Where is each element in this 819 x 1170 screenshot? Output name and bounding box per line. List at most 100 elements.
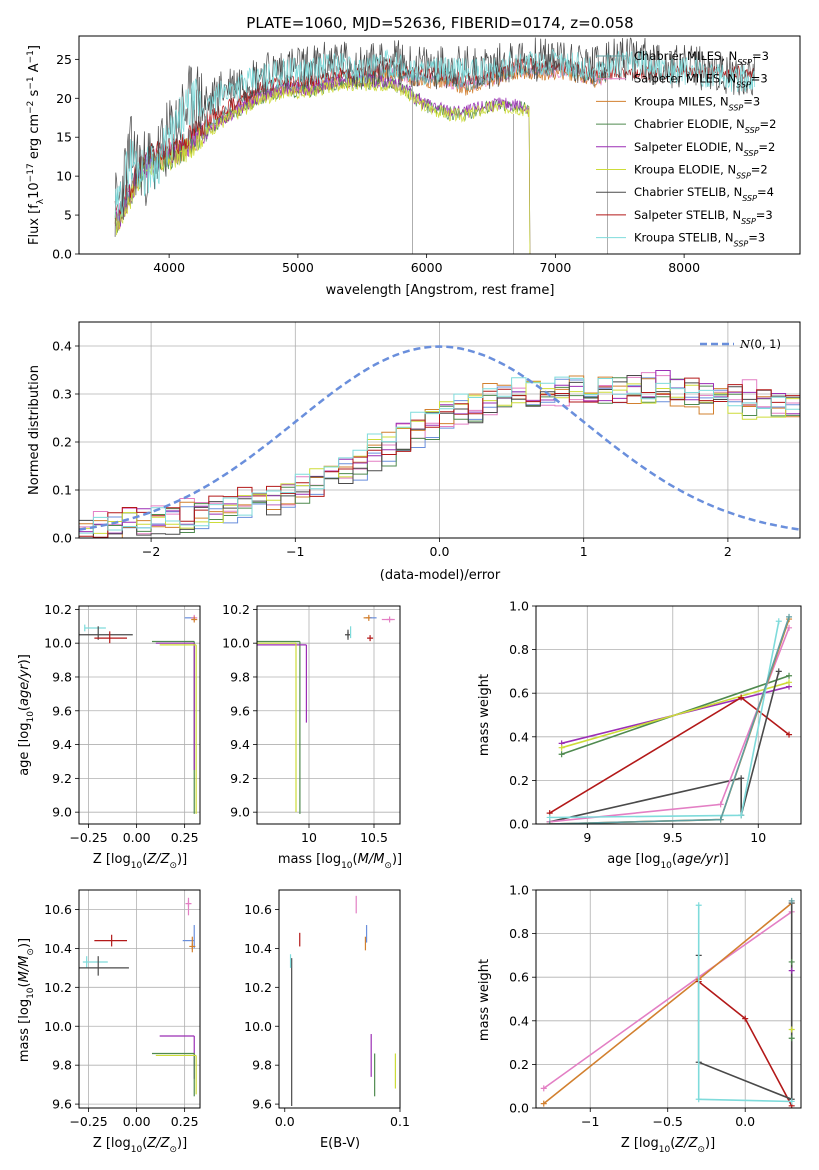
plot-area	[540, 897, 795, 1108]
y-tick-label: 9.6	[252, 1097, 272, 1112]
x-tick-label: 10	[301, 830, 317, 845]
y-tick-label: 9.4	[230, 737, 250, 752]
x-tick-label: 0.0	[275, 1114, 295, 1129]
x-tick-label: 7000	[539, 260, 571, 275]
data-point	[367, 635, 374, 642]
weight-metallicity-panel: −1 −0.5 0.0 0.0 0.2 0.4 0.6 0.8 1.0 Z [log10(Z/Z⊙…	[477, 883, 802, 1155]
y-tick-label: 10.0	[222, 636, 250, 651]
data-point	[788, 1035, 795, 1042]
y-tick-label: 10	[56, 169, 72, 184]
x-tick-label: −0.25	[69, 1114, 107, 1129]
y-tick-label: 10.2	[44, 602, 72, 617]
legend-label: Kroupa MILES, NSSP=3	[634, 94, 760, 112]
x-tick-label: 10	[750, 830, 766, 845]
data-point	[386, 616, 393, 623]
data-point	[788, 897, 795, 904]
plot-area	[289, 895, 396, 1107]
plot-area	[546, 613, 793, 824]
data-point	[742, 1015, 749, 1022]
x-axis-label: Z [log10(Z/Z⊙)]	[93, 852, 187, 871]
plot-area	[114, 37, 756, 254]
y-tick-label: 9.8	[52, 669, 72, 684]
x-tick-label: 8000	[668, 260, 700, 275]
y-tick-label: 0.0	[509, 817, 529, 832]
age-mass-panel: 10 10.5 9.0 9.2 9.4 9.6 9.8 10.0 10.2 mass [log10…	[222, 602, 402, 871]
y-tick-label: 9.6	[230, 703, 250, 718]
y-tick-label: 0.6	[509, 970, 529, 985]
y-tick-label: 0.0	[509, 1101, 529, 1116]
x-tick-label: 10.5	[360, 830, 388, 845]
data-point	[540, 1100, 547, 1107]
data-point	[786, 731, 793, 738]
y-tick-label: 0.2	[509, 773, 529, 788]
y-tick-label: 0.4	[509, 1013, 529, 1028]
x-tick-label: 2	[724, 544, 732, 559]
x-tick-label: −0.25	[69, 830, 107, 845]
x-tick-label: 9	[583, 830, 591, 845]
y-tick-label: 9.2	[52, 771, 72, 786]
x-tick-label: 5000	[282, 260, 314, 275]
data-point	[695, 902, 702, 909]
axes-frame	[535, 605, 802, 825]
data-point	[775, 668, 782, 675]
y-tick-label: 0.6	[509, 686, 529, 701]
data-point	[788, 1026, 795, 1033]
y-tick-label: 10.2	[222, 602, 250, 617]
y-tick-label: 0.4	[52, 339, 72, 354]
x-tick-label: −2	[142, 544, 160, 559]
data-point	[738, 812, 745, 819]
x-tick-label: 0.1	[390, 1114, 410, 1129]
legend-label: Chabrier MILES, NSSP=3	[634, 49, 769, 67]
x-axis-label: Z [log10(Z/Z⊙)]	[621, 1136, 715, 1155]
y-tick-label: 9.2	[230, 771, 250, 786]
y-tick-label: 9.6	[52, 1097, 72, 1112]
x-tick-label: −0.5	[653, 1114, 683, 1129]
y-tick-label: 0.2	[509, 1057, 529, 1072]
x-tick-label: −1	[286, 544, 304, 559]
plot-area	[257, 614, 395, 814]
data-point	[191, 616, 198, 623]
data-point	[717, 801, 724, 808]
y-tick-label: 9.8	[52, 1058, 72, 1073]
y-tick-label: 9.6	[52, 703, 72, 718]
data-point	[786, 672, 793, 679]
plot-area	[79, 345, 800, 538]
y-tick-label: 15	[56, 130, 72, 145]
y-axis-label: age [log10(age/yr)]	[17, 654, 36, 776]
data-point	[788, 1098, 795, 1105]
plot-area	[79, 897, 197, 1097]
axes-frame	[78, 605, 201, 825]
y-axis-label: mass weight	[477, 959, 492, 1041]
data-point	[695, 1096, 702, 1103]
axes-frame	[535, 889, 802, 1109]
x-axis-label: (data-model)/error	[380, 568, 501, 583]
y-tick-label: 10.6	[244, 902, 272, 917]
legend-label: Salpeter MILES, NSSP=3	[634, 72, 768, 90]
y-axis-label: Flux [fλ10−17 erg cm−2 s−1 A−1]	[26, 45, 46, 245]
y-tick-label: 10.4	[44, 941, 72, 956]
data-point	[546, 821, 553, 824]
mass-extinction-panel: 0.0 0.1 9.6 9.8 10.0 10.2 10.4 10.6 E(B-V)	[244, 889, 410, 1151]
y-tick-label: 9.4	[52, 737, 72, 752]
x-tick-label: 4000	[153, 260, 185, 275]
histogram-salpeter-stelib	[79, 377, 800, 538]
y-tick-label: 0.0	[52, 531, 72, 546]
x-tick-label: 9.5	[663, 830, 683, 845]
residual-panel: −2 −1 0.0 1 2 0.0 0.1 0.2 0.3 0.4 (data-model)/err…	[27, 321, 801, 583]
y-tick-label: 10.6	[44, 902, 72, 917]
legend-label: Kroupa STELIB, NSSP=3	[634, 231, 765, 249]
spectrum-chabrier-elodie	[114, 76, 531, 254]
y-tick-label: 10.4	[244, 941, 272, 956]
x-axis-label: age [log10(age/yr)]	[607, 852, 729, 871]
legend-label: Salpeter ELODIE, NSSP=2	[634, 140, 775, 158]
chart-title: PLATE=1060, MJD=52636, FIBERID=0174, z=0…	[246, 14, 633, 32]
y-tick-label: 0.1	[52, 483, 72, 498]
y-axis-label: mass [log10(M/M⊙)]	[17, 938, 36, 1062]
y-tick-label: 9.0	[230, 805, 250, 820]
x-tick-label: 0.00	[123, 830, 151, 845]
data-point	[786, 679, 793, 686]
y-tick-label: 0.8	[509, 926, 529, 941]
data-point	[786, 624, 793, 631]
data-point	[786, 613, 793, 620]
